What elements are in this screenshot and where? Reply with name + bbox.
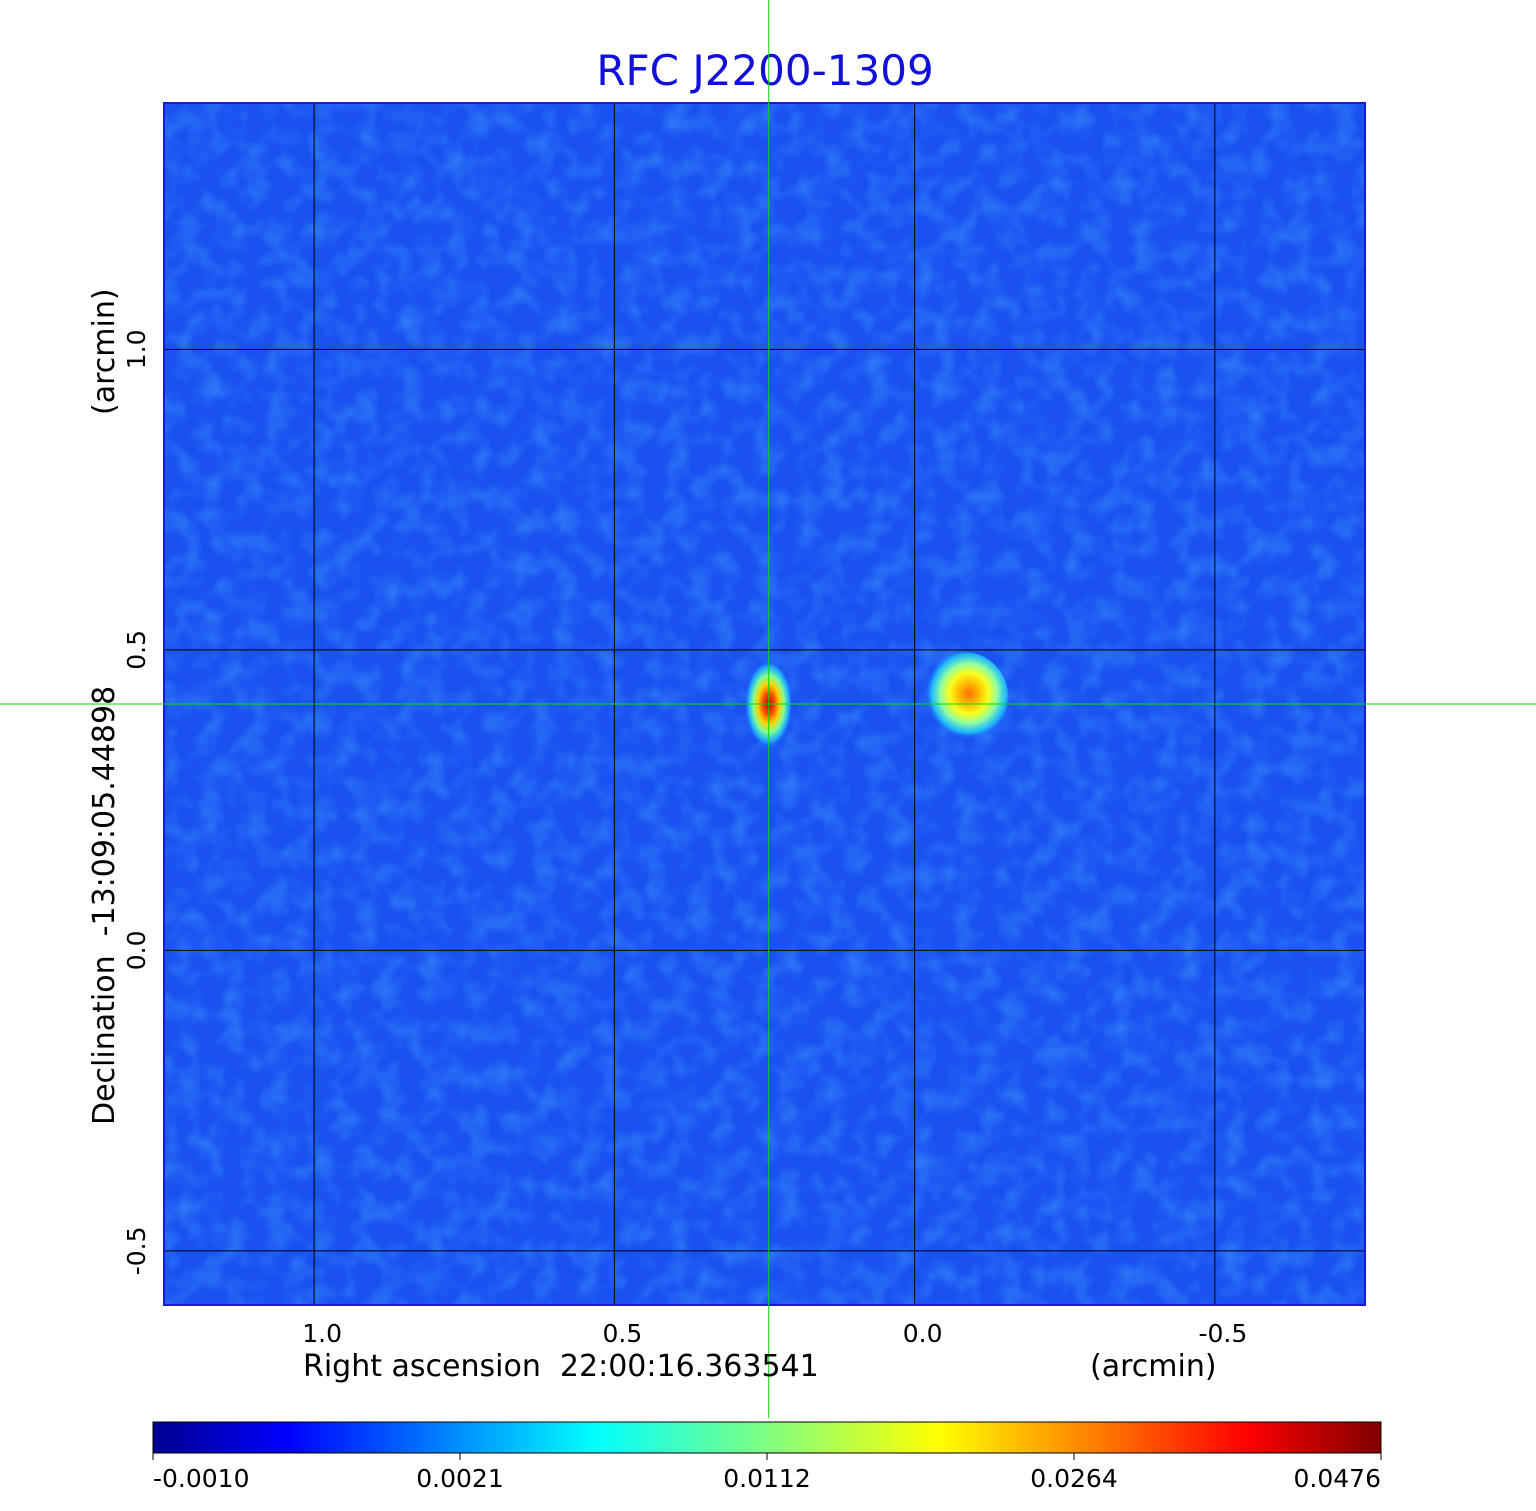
colorbar-tick-label: 0.0264	[1030, 1464, 1117, 1493]
x-tick-label: 1.0	[302, 1319, 342, 1348]
chart-title: RFC J2200-1309	[596, 46, 933, 95]
colorbar	[152, 1421, 1382, 1454]
colorbar-tick-label: 0.0021	[416, 1464, 503, 1493]
x-axis-label: Right ascension 22:00:16.363541	[303, 1349, 819, 1384]
colorbar-tick-label: 0.0112	[723, 1464, 810, 1493]
y-tick-label: 0.5	[122, 630, 151, 670]
colorbar-tick-label: 0.0476	[1294, 1464, 1381, 1493]
x-tick-label: 0.5	[602, 1319, 642, 1348]
source-component	[920, 651, 1009, 744]
y-axis-label: Declination -13:09:05.44898	[87, 686, 122, 1125]
y-tick-label: 1.0	[122, 330, 151, 370]
x-tick-label: 0.0	[903, 1319, 943, 1348]
x-tick-label: -0.5	[1198, 1319, 1247, 1348]
y-axis-unit: (arcmin)	[87, 288, 122, 415]
colorbar-tick-label: -0.0010	[153, 1464, 250, 1493]
y-tick-label: -0.5	[122, 1227, 151, 1276]
x-axis-unit: (arcmin)	[1090, 1349, 1217, 1384]
y-tick-label: 0.0	[122, 931, 151, 971]
